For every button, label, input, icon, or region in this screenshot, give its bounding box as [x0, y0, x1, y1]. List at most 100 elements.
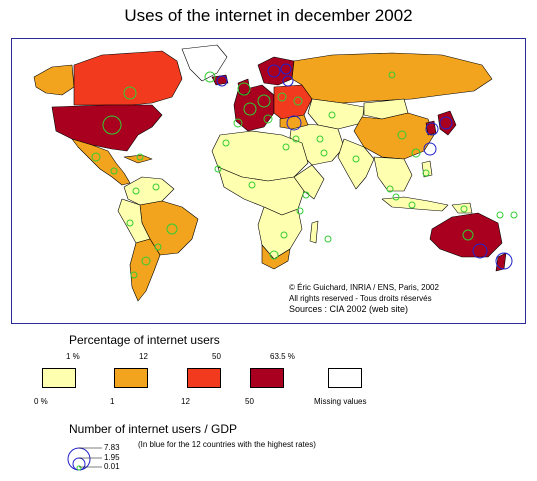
legend-swatch-1-12	[114, 368, 148, 388]
circle-finland	[280, 63, 292, 75]
legend-swatch-0-1	[42, 368, 76, 388]
legend-circle-medium	[72, 457, 86, 471]
circle-mauritius	[324, 235, 332, 243]
circle-estonia	[282, 75, 294, 87]
country-australia	[429, 212, 503, 258]
circle-australia	[462, 229, 474, 241]
circle-france	[243, 102, 257, 116]
legend-class3-bottom: 12	[181, 397, 190, 406]
circle-usa	[102, 115, 122, 135]
circle-uk	[237, 82, 251, 96]
circle-gulf	[320, 149, 328, 157]
circle-new-zealand	[495, 252, 513, 270]
country-greenland	[181, 44, 228, 82]
circle-canada	[123, 86, 137, 100]
circle-taiwan	[423, 142, 437, 156]
legend-percentage-title: Percentage of internet users	[69, 333, 220, 347]
legend-class4-bottom: 50	[245, 397, 254, 406]
circle-ukraine	[293, 96, 303, 106]
legend-gdp-note: (In blue for the 12 countries with the h…	[138, 440, 316, 449]
country-southeast-asia	[373, 156, 413, 192]
circle-brazil	[166, 223, 178, 235]
country-colombia-venezuela	[123, 176, 175, 206]
country-east-africa	[293, 164, 325, 200]
circle-hongkong	[411, 148, 421, 158]
legend-class4-top: 63.5 %	[270, 352, 295, 361]
legend-swatch-12-50	[187, 368, 221, 388]
credits-author: © Éric Guichard, INRIA / ENS, Paris, 200…	[289, 283, 439, 292]
credits-rights: All rights reserved - Tous droits réserv…	[289, 294, 432, 303]
circle-venezuela	[152, 183, 160, 191]
circle-iran	[316, 135, 324, 143]
circle-uruguay	[154, 243, 162, 251]
circle-italy	[263, 114, 273, 124]
circle-colombia	[132, 187, 140, 195]
circle-polynesia	[472, 243, 488, 259]
credits-sources: Sources : CIA 2002 (web site)	[289, 304, 409, 314]
legend-swatch-50-63	[250, 368, 284, 388]
circle-south-africa	[269, 250, 279, 260]
country-madagascar	[309, 220, 319, 244]
circle-korea	[425, 122, 439, 136]
circle-fiji	[510, 211, 518, 219]
circle-chile	[130, 271, 138, 279]
legend-class2-bottom: 1	[110, 397, 115, 406]
world-map-svg	[33, 44, 518, 302]
legend-class3-top: 50	[212, 352, 221, 361]
circle-turkey	[286, 115, 302, 131]
circle-zimbabwe	[280, 231, 288, 239]
legend-gdp-title: Number of internet users / GDP	[69, 422, 238, 436]
circle-india	[352, 155, 360, 163]
gdp-circles	[91, 63, 518, 279]
legend-class1-top: 1 %	[66, 352, 80, 361]
country-argentina	[129, 238, 161, 302]
legend-gdp-value-mid: 1.95	[104, 453, 120, 462]
circle-caribbean	[136, 153, 144, 161]
circle-argentina	[141, 256, 151, 266]
legend-class1-bottom: 0 %	[34, 397, 48, 406]
circle-philippines	[422, 169, 430, 177]
circle-senegal	[214, 165, 222, 173]
circle-israel	[292, 135, 300, 143]
country-japan	[437, 110, 457, 136]
circle-greenland	[204, 71, 216, 83]
legend-gdp-value-low: 0.01	[104, 462, 120, 471]
circle-mexico	[91, 152, 101, 162]
country-uk	[237, 78, 251, 96]
circle-spain	[233, 118, 243, 128]
circle-papua	[460, 205, 468, 213]
legend-missing-label: Missing values	[314, 397, 367, 406]
circle-germany	[257, 94, 271, 108]
circle-new-caledonia	[496, 211, 504, 219]
circle-egypt	[282, 143, 290, 151]
circle-malaysia	[386, 185, 394, 193]
circle-iceland	[216, 75, 228, 87]
legend-gdp-value-high: 7.83	[104, 443, 120, 452]
country-kazakhstan	[307, 98, 365, 130]
country-alaska	[33, 64, 75, 96]
circle-poland	[277, 92, 287, 102]
legend-circle-small	[76, 465, 82, 471]
circle-peru	[126, 219, 134, 227]
map-credits: © Éric Guichard, INRIA / ENS, Paris, 200…	[289, 282, 439, 315]
circle-morocco	[222, 139, 230, 147]
country-canada	[73, 50, 183, 106]
legend-swatch-missing	[328, 368, 362, 388]
circle-singapore	[392, 193, 400, 201]
country-india	[337, 138, 375, 190]
world-map	[11, 38, 526, 324]
circle-central-america	[110, 167, 118, 175]
circle-indonesia	[408, 201, 416, 209]
circle-china	[397, 130, 407, 140]
circle-kenya	[302, 191, 310, 199]
circle-kazakhstan	[328, 111, 336, 119]
circle-nigeria	[248, 181, 256, 189]
circle-sweden	[267, 64, 281, 78]
map-title: Uses of the internet in december 2002	[124, 6, 413, 25]
country-usa	[51, 104, 163, 152]
legend-class2-top: 12	[139, 352, 148, 361]
circle-tanzania	[296, 207, 304, 215]
circle-russia	[388, 71, 396, 79]
circle-japan	[439, 116, 453, 130]
